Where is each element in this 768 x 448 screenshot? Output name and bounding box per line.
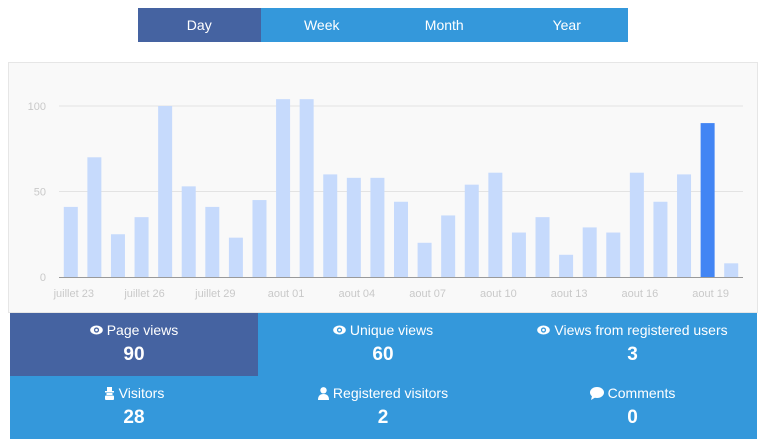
stat-unique-views: Unique views 60 <box>258 313 508 376</box>
bar-juillet-27 <box>158 106 173 277</box>
comment-icon <box>589 386 604 400</box>
bar-juillet-28 <box>181 186 196 277</box>
bar-aout-10 <box>488 172 503 277</box>
bar-juillet-23 <box>63 206 78 277</box>
x-tick-label: juillet 23 <box>53 288 94 300</box>
stat-label-row: Registered visitors <box>258 385 508 401</box>
x-tick-label: juillet 29 <box>194 288 235 300</box>
stat-page-views: Page views 90 <box>10 313 258 376</box>
stat-label: Page views <box>106 322 179 338</box>
x-tick-label: aout 04 <box>338 288 375 300</box>
stat-visitors: Visitors 28 <box>10 376 258 439</box>
bar-aout-09 <box>464 184 479 277</box>
x-tick-label: juillet 26 <box>123 288 164 300</box>
bar-aout-04 <box>346 177 361 277</box>
bar-juillet-30 <box>228 237 243 277</box>
eye-icon <box>333 325 346 335</box>
x-tick-label: aout 10 <box>480 288 517 300</box>
stat-label: Unique views <box>349 322 434 338</box>
bar-aout-13 <box>559 254 574 277</box>
stats-grid: Page views 90 Unique views 60 Views from reg… <box>10 313 757 439</box>
x-tick-label: aout 07 <box>409 288 446 300</box>
stat-label-row: Views from registered users <box>508 322 757 338</box>
bar-juillet-24 <box>87 157 102 277</box>
bar-aout-20 <box>724 263 739 277</box>
x-tick-label: aout 13 <box>551 288 588 300</box>
tab-day[interactable]: Day <box>138 8 261 42</box>
bar-juillet-31 <box>252 200 267 277</box>
user-icon <box>317 386 329 400</box>
stat-value: 90 <box>123 344 145 365</box>
stat-value: 2 <box>377 407 389 428</box>
y-tick-label: 0 <box>40 272 46 284</box>
stat-comments: Comments 0 <box>508 376 757 439</box>
bar-juillet-26 <box>134 217 149 277</box>
bar-juillet-29 <box>205 206 220 277</box>
bar-aout-11 <box>511 232 526 277</box>
x-tick-label: aout 01 <box>268 288 305 300</box>
bar-aout-07 <box>417 242 432 277</box>
y-tick-label: 100 <box>28 101 46 113</box>
stat-value: 0 <box>627 407 638 428</box>
stat-value: 3 <box>627 344 638 365</box>
tab-year[interactable]: Year <box>505 8 628 42</box>
bar-aout-12 <box>535 217 550 277</box>
bar-chart: 0 50 100 juillet 23 juillet 26 juillet 29 aout… <box>28 99 743 300</box>
stat-label-row: Comments <box>508 385 757 401</box>
bar-aout-03 <box>323 174 338 277</box>
bar-aout-02 <box>299 99 314 277</box>
stat-label: Views from registered users <box>554 322 728 338</box>
stat-value: 60 <box>372 344 394 365</box>
bar-aout-16 <box>629 172 644 277</box>
bar-aout-18 <box>677 174 692 277</box>
y-tick-label: 50 <box>34 187 46 199</box>
user-secret-icon <box>104 386 115 400</box>
bar-aout-06 <box>394 201 408 277</box>
stat-value: 28 <box>123 407 145 428</box>
tab-week[interactable]: Week <box>260 8 383 42</box>
bar-aout-17 <box>653 201 668 277</box>
bar-aout-08 <box>441 215 456 277</box>
stat-label: Registered visitors <box>332 385 449 401</box>
stat-label-row: Page views <box>10 322 258 338</box>
stat-registered-visitors: Registered visitors 2 <box>258 376 508 439</box>
bar-aout-15 <box>606 232 621 277</box>
stat-label-row: Unique views <box>258 322 508 338</box>
bar-aout-14 <box>582 227 597 277</box>
x-tick-label: aout 19 <box>692 288 729 300</box>
bar-aout-19 <box>700 123 715 277</box>
eye-icon <box>537 325 551 335</box>
stat-label: Comments <box>607 385 676 401</box>
eye-icon <box>89 325 103 335</box>
bar-aout-05 <box>370 177 385 277</box>
stat-views-from-registered-users: Views from registered users 3 <box>508 313 757 376</box>
x-tick-label: aout 16 <box>622 288 659 300</box>
chart-panel: 0 50 100 juillet 23 juillet 26 juillet 29 aout… <box>8 62 758 313</box>
stat-label-row: Visitors <box>10 385 258 401</box>
bar-juillet-25 <box>110 234 125 277</box>
period-tabs: Day Week Month Year <box>138 8 628 42</box>
tab-month[interactable]: Month <box>383 8 506 42</box>
stat-label: Visitors <box>118 385 165 401</box>
bar-aout-01 <box>276 99 291 277</box>
